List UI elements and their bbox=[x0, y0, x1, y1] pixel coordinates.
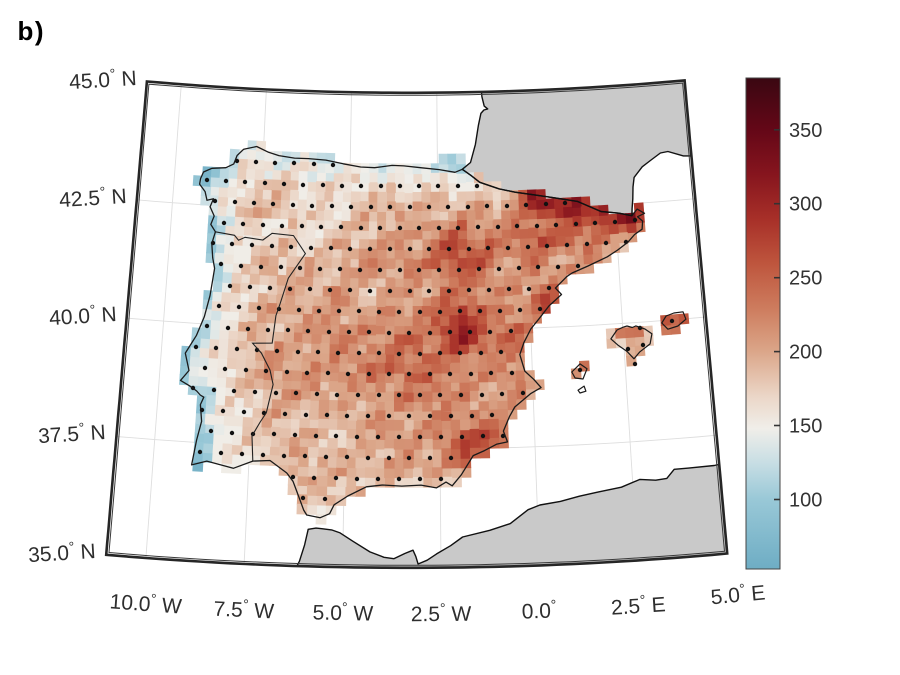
svg-text:200: 200 bbox=[789, 342, 822, 364]
svg-text:300: 300 bbox=[789, 194, 822, 216]
svg-text:250: 250 bbox=[789, 268, 822, 290]
svg-text:350: 350 bbox=[789, 120, 822, 142]
svg-text:0.0°: 0.0° bbox=[521, 596, 557, 623]
svg-text:100: 100 bbox=[789, 490, 822, 512]
svg-text:b): b) bbox=[18, 16, 46, 46]
svg-text:40.0° N: 40.0° N bbox=[48, 300, 117, 330]
svg-text:150: 150 bbox=[789, 416, 822, 438]
svg-text:5.0° E: 5.0° E bbox=[710, 578, 767, 609]
svg-text:35.0° N: 35.0° N bbox=[27, 537, 96, 567]
